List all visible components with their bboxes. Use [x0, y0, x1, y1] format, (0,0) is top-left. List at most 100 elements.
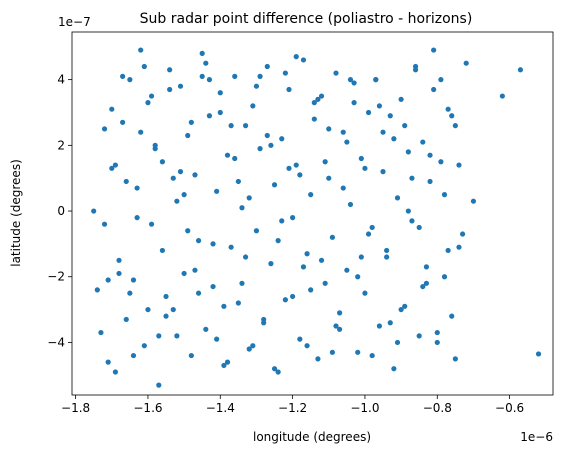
data-point [268, 142, 274, 148]
data-point [387, 320, 393, 326]
data-point [130, 352, 137, 359]
data-point [275, 369, 281, 375]
data-point [210, 283, 216, 290]
data-point [130, 277, 137, 283]
data-point [112, 369, 118, 375]
data-point [300, 264, 307, 270]
data-point [246, 195, 252, 201]
data-point [358, 155, 364, 162]
data-point [380, 129, 386, 135]
data-point [112, 162, 118, 168]
data-point [116, 270, 122, 277]
data-point [441, 274, 448, 280]
x-tick-label: −1.0 [350, 401, 379, 415]
data-point [344, 139, 350, 145]
data-point [257, 146, 263, 152]
x-tick-label: −0.8 [423, 401, 452, 415]
data-point [192, 267, 198, 273]
data-point [228, 123, 234, 129]
data-point [221, 303, 227, 309]
data-point [326, 126, 332, 132]
data-point [398, 96, 404, 102]
data-point [322, 280, 328, 286]
data-point [394, 195, 401, 201]
data-point [109, 165, 115, 171]
data-point [94, 287, 100, 293]
data-point [156, 333, 162, 339]
data-point [362, 165, 368, 171]
data-point [141, 343, 147, 349]
data-point [347, 201, 354, 208]
data-point [311, 116, 317, 122]
data-point [362, 290, 368, 296]
x-axis-label: longitude (degrees) [253, 430, 371, 444]
data-point [380, 169, 386, 175]
data-point [242, 254, 249, 260]
data-point [318, 93, 325, 99]
x-tick-label: −1.2 [278, 401, 307, 415]
y-axis-label: latitude (degrees) [9, 159, 23, 267]
x-tick-label: −1.6 [133, 401, 162, 415]
data-point [170, 306, 176, 313]
data-point [351, 100, 357, 106]
data-point [452, 123, 458, 129]
data-point [308, 192, 314, 198]
data-point [293, 54, 299, 60]
data-point [279, 136, 285, 142]
data-point [185, 132, 191, 139]
data-point [431, 47, 437, 53]
data-point [152, 146, 158, 152]
data-point [91, 208, 97, 214]
data-point [101, 221, 108, 227]
data-point [416, 333, 422, 339]
data-point [120, 73, 126, 79]
data-point [384, 247, 390, 254]
data-point [148, 93, 155, 99]
data-point [412, 63, 419, 70]
data-point [264, 132, 270, 139]
data-point [290, 293, 296, 300]
data-point [517, 67, 524, 73]
data-point [337, 310, 343, 316]
data-point [355, 349, 361, 355]
data-point [290, 215, 296, 221]
data-point [235, 178, 241, 185]
data-point [463, 60, 469, 66]
data-point [105, 359, 111, 365]
data-point [206, 77, 213, 83]
data-point [98, 329, 104, 336]
data-point [297, 172, 303, 178]
data-point [286, 86, 292, 93]
data-point [441, 192, 448, 198]
data-point [351, 80, 357, 86]
data-point [199, 73, 205, 79]
data-point [188, 119, 194, 125]
data-point [214, 188, 220, 194]
data-point [456, 162, 462, 168]
data-point [232, 155, 238, 162]
data-point [250, 103, 256, 109]
data-point [246, 346, 252, 352]
data-point [271, 366, 278, 372]
data-point [315, 96, 321, 102]
y-tick-label: −4 [47, 335, 65, 349]
data-point [369, 352, 375, 359]
data-points [91, 47, 542, 388]
data-point [199, 50, 205, 56]
data-point [174, 333, 180, 339]
data-point [434, 339, 440, 346]
data-point [431, 86, 437, 93]
data-point [109, 106, 115, 112]
data-point [228, 244, 234, 250]
data-point [391, 366, 397, 372]
y-offset-label: 1e−7 [58, 15, 91, 29]
data-point [221, 362, 227, 369]
data-point [101, 126, 108, 132]
data-point [159, 247, 166, 254]
data-point [405, 208, 411, 214]
data-point [438, 77, 444, 83]
data-point [210, 241, 216, 247]
plot-area [72, 32, 553, 395]
data-point [333, 70, 339, 76]
